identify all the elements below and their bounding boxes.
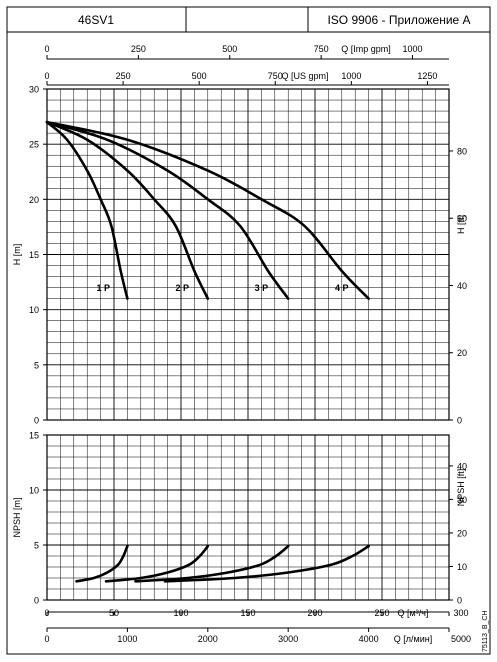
head-ytick-label: 15 (29, 250, 39, 260)
npsh-ft-tick-label: 20 (457, 528, 467, 538)
bottom-m3h-tick-label: 0 (44, 608, 49, 618)
head-ylabel-left: H [m] (12, 244, 22, 266)
bottom-m3h-tick-label: 50 (109, 608, 119, 618)
head-curve-2p (45, 120, 210, 300)
bottom-lmin-axis-title: Q [л/мин] (394, 634, 432, 644)
npsh-ytick-label: 10 (29, 486, 39, 496)
top-imp-axis-title: Q [Imp gpm] (341, 44, 391, 54)
top-us-tick-label: 0 (44, 71, 49, 81)
npsh-ft-tick-label: 40 (457, 461, 467, 471)
npsh-curve-4p (163, 544, 370, 583)
top-imp-tick-label: 500 (222, 44, 237, 54)
npsh-curve-3p (134, 544, 290, 583)
bottom-m3h-tick-label: 200 (307, 608, 322, 618)
bottom-lmin-tick-label: 2000 (198, 634, 218, 644)
npsh-ft-tick-label: 10 (457, 562, 467, 572)
top-imp-tick-label: 1000 (402, 44, 422, 54)
npsh-curve-1p (75, 544, 129, 583)
npsh-ytick-label: 5 (34, 541, 39, 551)
chart-frame (6, 31, 491, 655)
head-ytick-label: 30 (29, 85, 39, 95)
top-us-tick-label: 750 (268, 71, 283, 81)
npsh-ytick-label: 15 (29, 431, 39, 441)
head-ft-tick-label: 20 (457, 348, 467, 358)
bottom-m3h-tick-label: 300 (453, 608, 468, 618)
head-ytick-label: 10 (29, 305, 39, 315)
bottom-lmin-tick-label: 3000 (278, 634, 298, 644)
npsh-ft-tick-label: 0 (457, 596, 462, 606)
head-ytick-label: 25 (29, 140, 39, 150)
bottom-lmin-tick-label: 5000 (451, 634, 471, 644)
axes: 0 5 10 15 20 25 30 H [m] 0 5 10 15 NPSH [m] 0 20 40 60 80… (12, 44, 471, 644)
top-us-tick-label: 1000 (341, 71, 361, 81)
bottom-m3h-tick-label: 250 (374, 608, 389, 618)
model-name: 46SV1 (78, 13, 114, 27)
top-imp-tick-label: 0 (44, 44, 49, 54)
bottom-m3h-tick-label: 150 (240, 608, 255, 618)
head-ytick-label: 5 (34, 360, 39, 370)
labels: 1 P 2 P 3 P 4 P (96, 283, 348, 293)
head-ft-tick-label: 80 (457, 146, 467, 156)
head-ft-tick-label: 60 (457, 214, 467, 224)
top-us-tick-label: 500 (192, 71, 207, 81)
curve-label: 4 P (335, 283, 349, 293)
curve-label: 2 P (176, 283, 190, 293)
bottom-lmin-tick-label: 4000 (359, 634, 379, 644)
head-ytick-label: 20 (29, 195, 39, 205)
head-curve-1p (45, 120, 129, 300)
bottom-lmin-tick-label: 1000 (117, 634, 137, 644)
npsh-ylabel-left: NPSH [m] (12, 497, 22, 537)
curve-label: 1 P (96, 283, 110, 293)
standard-label: ISO 9906 - Приложение A (327, 13, 470, 27)
grid (46, 88, 450, 601)
head-curve-3p (45, 120, 290, 300)
top-imp-tick-label: 250 (131, 44, 146, 54)
head-curve-4p (45, 120, 370, 300)
head-ft-tick-label: 0 (457, 416, 462, 426)
top-us-tick-label: 1250 (417, 71, 437, 81)
npsh-ft-tick-label: 30 (457, 495, 467, 505)
npsh-ytick-label: 0 (34, 596, 39, 606)
top-us-tick-label: 250 (116, 71, 131, 81)
side-code: 75113_B_CH (482, 610, 489, 652)
bottom-lmin-tick-label: 0 (44, 634, 49, 644)
npsh-plot-frame (46, 434, 450, 601)
bottom-m3h-axis-title: Q [м³/ч] (398, 608, 429, 618)
top-imp-tick-label: 750 (314, 44, 329, 54)
curve-label: 3 P (255, 283, 269, 293)
head-ft-tick-label: 40 (457, 281, 467, 291)
head-ytick-label: 0 (34, 416, 39, 426)
header-frame (6, 6, 491, 33)
curves (45, 120, 370, 583)
header-bar: 46SV1 ISO 9906 - Приложение A (6, 6, 491, 33)
npsh-curve-2p (104, 544, 210, 583)
bottom-m3h-tick-label: 100 (173, 608, 188, 618)
head-ylabel-right: H [ft] (456, 215, 466, 234)
npsh-ylabel-right: NPSH [ft] (456, 469, 466, 507)
top-us-axis-title: Q [US gpm] (281, 71, 328, 81)
